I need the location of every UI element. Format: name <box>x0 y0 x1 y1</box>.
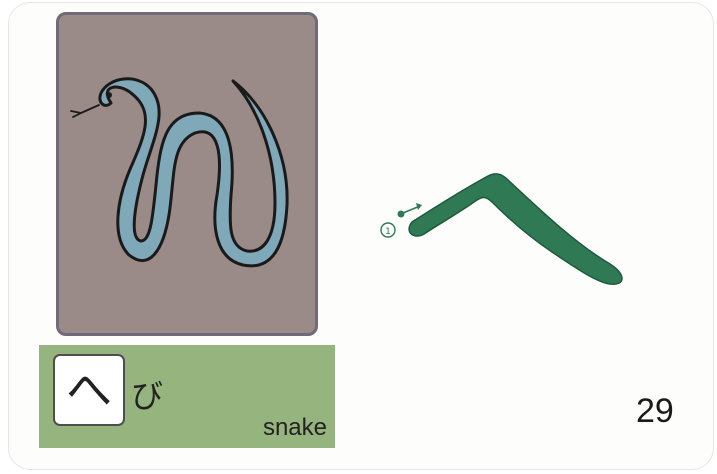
label-bar: へ び snake <box>39 345 335 448</box>
word-reading: び <box>131 377 164 415</box>
stroke-order-diagram: 1 <box>380 173 623 285</box>
english-word: snake <box>262 414 327 441</box>
snake-icon <box>70 77 289 268</box>
stroke-number-marker <box>380 222 396 238</box>
page-number: 29 <box>636 392 674 430</box>
svg-text:1: 1 <box>385 227 391 237</box>
stroke-start-dot <box>397 210 405 218</box>
picture-panel <box>56 12 318 336</box>
kana-character: へ <box>66 363 112 417</box>
hiragana-stroke <box>408 173 623 285</box>
kana-box: へ <box>53 354 125 426</box>
